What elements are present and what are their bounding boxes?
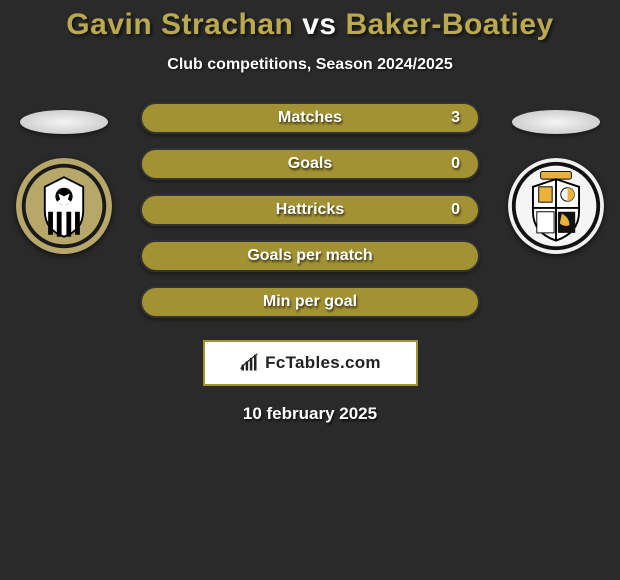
player-b-disc xyxy=(512,110,600,134)
crest-b-icon xyxy=(508,158,604,254)
player-a-disc xyxy=(20,110,108,134)
crest-a-icon xyxy=(16,158,112,254)
club-a-crest xyxy=(16,158,112,254)
header: Gavin Strachan vs Baker-Boatiey Club com… xyxy=(0,0,620,74)
club-b-crest xyxy=(508,158,604,254)
stat-label: Matches xyxy=(278,109,342,127)
stat-value-right: 3 xyxy=(451,109,460,127)
content-area: Matches 3 Goals 0 Hattricks 0 Goals per … xyxy=(0,102,620,424)
right-side xyxy=(508,110,604,254)
left-side xyxy=(16,110,112,254)
stat-row-goals-per-match: Goals per match xyxy=(140,240,480,272)
branding-box: FcTables.com xyxy=(203,340,418,386)
subtitle: Club competitions, Season 2024/2025 xyxy=(0,56,620,74)
stat-label: Min per goal xyxy=(263,293,357,311)
stat-value-right: 0 xyxy=(451,201,460,219)
stat-label: Goals xyxy=(288,155,332,173)
stat-row-matches: Matches 3 xyxy=(140,102,480,134)
branding-text: FcTables.com xyxy=(265,353,381,373)
vs-text: vs xyxy=(302,8,336,41)
stat-row-hattricks: Hattricks 0 xyxy=(140,194,480,226)
page-title: Gavin Strachan vs Baker-Boatiey xyxy=(0,8,620,42)
stat-row-min-per-goal: Min per goal xyxy=(140,286,480,318)
player-a-name: Gavin Strachan xyxy=(66,8,293,41)
player-b-name: Baker-Boatiey xyxy=(345,8,553,41)
stats-list: Matches 3 Goals 0 Hattricks 0 Goals per … xyxy=(140,102,480,318)
stat-row-goals: Goals 0 xyxy=(140,148,480,180)
date-text: 10 february 2025 xyxy=(0,404,620,424)
stat-value-right: 0 xyxy=(451,155,460,173)
stat-label: Goals per match xyxy=(247,247,372,265)
chart-icon xyxy=(239,353,259,373)
stat-label: Hattricks xyxy=(276,201,344,219)
